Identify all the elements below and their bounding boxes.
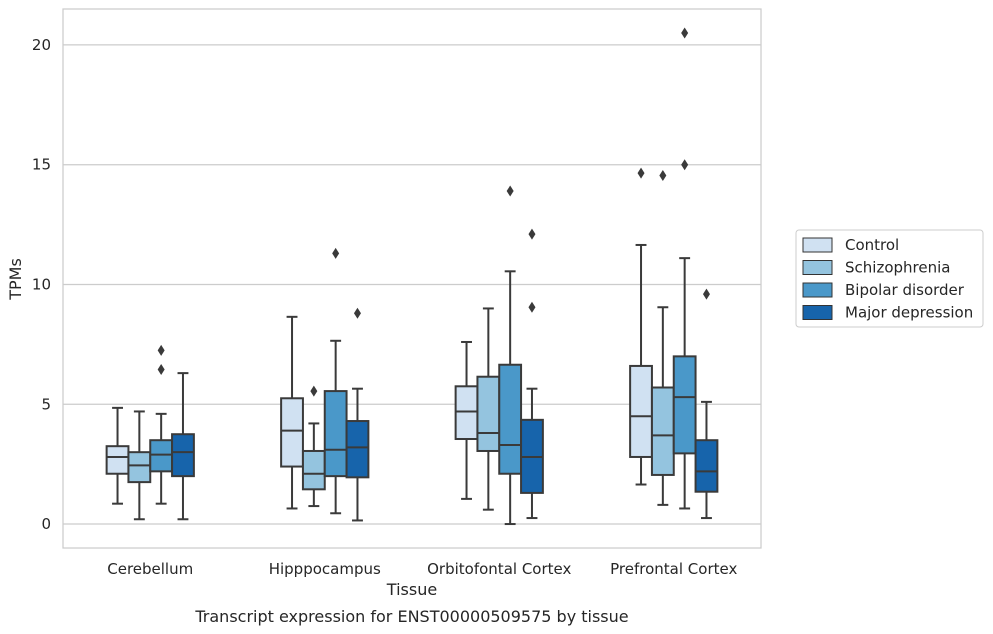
box-iqr — [454, 385, 479, 441]
x-tick-label: Orbitofontal Cortex — [427, 560, 571, 578]
x-tick-label: Hipppocampus — [269, 560, 381, 578]
box-major-depression — [171, 372, 195, 521]
box-iqr — [127, 451, 152, 484]
legend-swatch — [802, 237, 833, 253]
box-control — [280, 315, 304, 510]
outlier-point — [702, 288, 710, 300]
y-tick-labels: 0 5 10 15 20 — [32, 36, 51, 533]
y-tick-label: 20 — [32, 36, 51, 54]
box-control — [105, 406, 130, 505]
box-iqr — [672, 355, 697, 455]
box-iqr — [301, 449, 326, 491]
box-major-depression — [345, 307, 370, 522]
box-iqr — [345, 420, 370, 479]
box-iqr — [149, 439, 174, 473]
legend-swatch — [802, 305, 833, 320]
legend-swatch — [802, 282, 833, 298]
plot-frame — [62, 8, 762, 549]
y-tick-label: 5 — [41, 395, 51, 413]
outlier-point — [528, 301, 536, 313]
outlier-point — [528, 228, 536, 240]
legend-label: Schizophrenia — [845, 259, 950, 277]
legend: Control Schizophrenia Bipolar disorder Majo… — [795, 229, 984, 328]
outlier-point — [659, 169, 667, 181]
legend-frame — [795, 229, 984, 328]
chart-caption: Transcript expression for ENST0000050957… — [194, 607, 628, 626]
box-schizophrenia — [650, 169, 675, 506]
x-tick-label: Prefrontal Cortex — [610, 560, 737, 578]
outlier-point — [681, 27, 689, 39]
x-tick-labels: Cerebellum Hipppocampus Orbitofontal Corte… — [107, 560, 737, 578]
box-bipolar-disorder — [149, 344, 174, 505]
box-bipolar-disorder — [323, 247, 348, 515]
legend-label: Bipolar disorder — [845, 281, 965, 299]
box-iqr — [498, 363, 523, 475]
box-bipolar-disorder — [672, 27, 697, 510]
y-axis-title: TPMs — [6, 258, 25, 301]
y-tick-label: 0 — [41, 515, 51, 533]
box-iqr — [280, 397, 304, 468]
box-schizophrenia — [301, 385, 326, 508]
outlier-point — [157, 364, 165, 376]
box-major-depression — [694, 288, 719, 520]
box-control — [454, 340, 479, 500]
box-schizophrenia — [127, 410, 152, 521]
outlier-point — [157, 344, 165, 356]
legend-label: Control — [845, 236, 899, 254]
box-plots — [105, 27, 719, 526]
outlier-point — [332, 247, 340, 259]
y-tick-label: 10 — [32, 275, 51, 293]
box-iqr — [629, 364, 653, 458]
box-iqr — [105, 445, 130, 475]
outlier-point — [353, 307, 361, 319]
box-bipolar-disorder — [498, 185, 523, 526]
outlier-point — [637, 167, 645, 179]
box-schizophrenia — [476, 307, 501, 511]
outlier-point — [506, 185, 514, 197]
legend-swatch — [802, 260, 833, 275]
box-iqr — [171, 433, 195, 478]
x-tick-label: Cerebellum — [107, 560, 193, 578]
x-axis-title: Tissue — [386, 580, 437, 599]
box-iqr — [694, 439, 719, 493]
outlier-point — [681, 159, 689, 171]
box-iqr — [650, 386, 675, 476]
y-tick-label: 15 — [32, 156, 51, 174]
box-iqr — [476, 375, 501, 452]
legend-label: Major depression — [845, 304, 973, 322]
box-control — [629, 167, 653, 486]
box-major-depression — [520, 228, 544, 520]
box-iqr — [323, 390, 348, 478]
outlier-point — [310, 385, 318, 397]
